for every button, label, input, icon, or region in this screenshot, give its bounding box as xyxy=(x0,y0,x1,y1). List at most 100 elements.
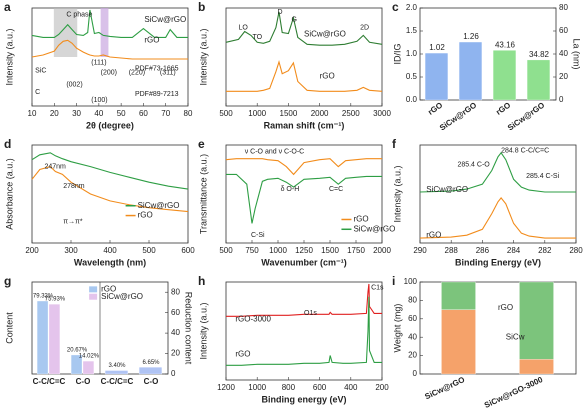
y2-tick-label: 60 xyxy=(559,26,568,35)
x-axis-label: Wavelength (nm) xyxy=(74,257,146,267)
x-tick-label: 288 xyxy=(445,246,459,255)
data-label: 3.40% xyxy=(108,363,126,369)
y2-tick-label: 40 xyxy=(171,328,180,337)
annotation: O1s xyxy=(304,310,317,317)
x-tick-label: 284 xyxy=(507,246,521,255)
legend-swatch xyxy=(89,286,98,293)
legend-entry: rGO xyxy=(353,215,368,224)
y-tick-label: 60 xyxy=(408,314,417,323)
panel-label: f xyxy=(392,137,397,151)
y-axis-label: Intensity (a.u.) xyxy=(198,302,208,359)
legend-entry: SiCw xyxy=(506,332,525,341)
y-tick-label: 0.5 xyxy=(406,72,418,81)
x-tick-label: 290 xyxy=(413,246,427,255)
legend-entry: rGO xyxy=(320,72,335,81)
x-tick-label: 2000 xyxy=(373,246,391,255)
x-tick-label: 1500 xyxy=(280,109,298,118)
data-line xyxy=(226,283,382,317)
x-tick-label: 80 xyxy=(184,109,193,118)
data-line xyxy=(225,158,382,176)
panel-label: i xyxy=(392,274,395,288)
x-tick-label: 400 xyxy=(103,246,117,255)
legend-entry: rGO xyxy=(498,303,513,312)
panel-label: g xyxy=(4,274,11,288)
x-tick-label: SiCw@rGO-3000 xyxy=(483,375,545,410)
annotation: C-Si xyxy=(251,232,265,239)
annotation: 247nm xyxy=(44,163,66,170)
y-tick-label: 1.0 xyxy=(406,49,418,58)
bar xyxy=(138,367,163,375)
legend-entry: rGO xyxy=(235,350,250,359)
x-tick-label: 500 xyxy=(142,246,156,255)
bar xyxy=(526,59,551,101)
x-tick-label: 400 xyxy=(344,383,358,392)
y-axis-label: ID/IG xyxy=(392,43,402,64)
legend-entry: SiCw@rGO xyxy=(304,30,346,39)
x-tick-label: SiCw@rGO xyxy=(438,101,478,133)
panel-label: b xyxy=(198,0,205,14)
x-tick-label: 600 xyxy=(181,246,195,255)
x-axis-label: Binding energy (eV) xyxy=(261,394,346,404)
y-tick-label: 20 xyxy=(408,351,417,360)
bar xyxy=(519,281,554,360)
legend-entry: SiCw@rGO xyxy=(138,201,180,210)
x-tick-label: 300 xyxy=(64,246,78,255)
x-tick-label: rGO xyxy=(426,101,444,117)
panel-label: a xyxy=(4,0,11,14)
annotation: (220) xyxy=(129,70,145,77)
data-label: 6.65% xyxy=(142,360,160,366)
y-axis-label: Content xyxy=(4,312,14,344)
x-tick-label: 50 xyxy=(117,109,126,118)
data-line xyxy=(419,197,576,239)
highlight xyxy=(100,8,109,57)
annotation: (002) xyxy=(66,81,82,88)
legend-entry: rGO xyxy=(426,230,441,239)
x-tick-label: 70 xyxy=(161,109,170,118)
x-axis-label: Raman shift (cm⁻¹) xyxy=(264,120,345,130)
y-axis-label: Absorbance (a.u.) xyxy=(4,158,14,230)
panel-label: h xyxy=(198,274,205,288)
plot-frame xyxy=(31,144,189,244)
y-axis-label: Transmittance (a.u.) xyxy=(198,154,208,234)
y-tick-label: 80 xyxy=(408,296,417,305)
x-tick-label: 2500 xyxy=(342,109,360,118)
x-tick-label: C-C/C=C xyxy=(33,377,66,386)
annotation: (100) xyxy=(91,97,107,104)
data-line xyxy=(31,9,188,38)
x-tick-label: 280 xyxy=(569,246,583,255)
bar xyxy=(104,370,129,375)
legend-entry: SiCw@rGO xyxy=(144,15,186,24)
x-tick-label: C-O xyxy=(144,377,159,386)
annotation: 284.8 C-C/C=C xyxy=(501,148,549,155)
annotation: LO xyxy=(238,24,248,31)
y2-tick-label: 20 xyxy=(171,349,180,358)
data-label: 1.02 xyxy=(429,43,445,52)
annotation: 285.4 C-Si xyxy=(526,173,560,180)
annotation: C xyxy=(35,89,40,96)
legend-entry: SiCw@rGO xyxy=(101,292,143,301)
data-line xyxy=(419,151,576,193)
y-axis-label: Intensity (a.u.) xyxy=(198,28,208,85)
annotation: ν C-O and ν C-O-C xyxy=(245,149,305,156)
data-label: 14.02% xyxy=(79,354,100,360)
x-axis-label: Binding Energy (eV) xyxy=(455,257,541,267)
bar xyxy=(458,41,483,101)
y2-tick-label: 60 xyxy=(171,308,180,317)
panel-label: c xyxy=(392,0,399,14)
annotation: (311) xyxy=(160,70,176,77)
y-tick-label: 2.0 xyxy=(406,3,418,12)
bar xyxy=(36,300,49,375)
y-tick-label: 1.5 xyxy=(406,26,418,35)
y-axis-label: Weight (mg) xyxy=(392,304,402,353)
x-tick-label: C-O xyxy=(76,377,91,386)
x-tick-label: 30 xyxy=(72,109,81,118)
y-tick-label: 0 xyxy=(413,369,418,378)
y-tick-label: 40 xyxy=(408,332,417,341)
y2-tick-label: 80 xyxy=(559,3,568,12)
bar xyxy=(70,354,83,375)
data-line xyxy=(31,152,189,190)
x-tick-label: 1200 xyxy=(217,383,235,392)
annotation: TO xyxy=(253,34,263,41)
y2-tick-label: 0 xyxy=(559,95,564,104)
